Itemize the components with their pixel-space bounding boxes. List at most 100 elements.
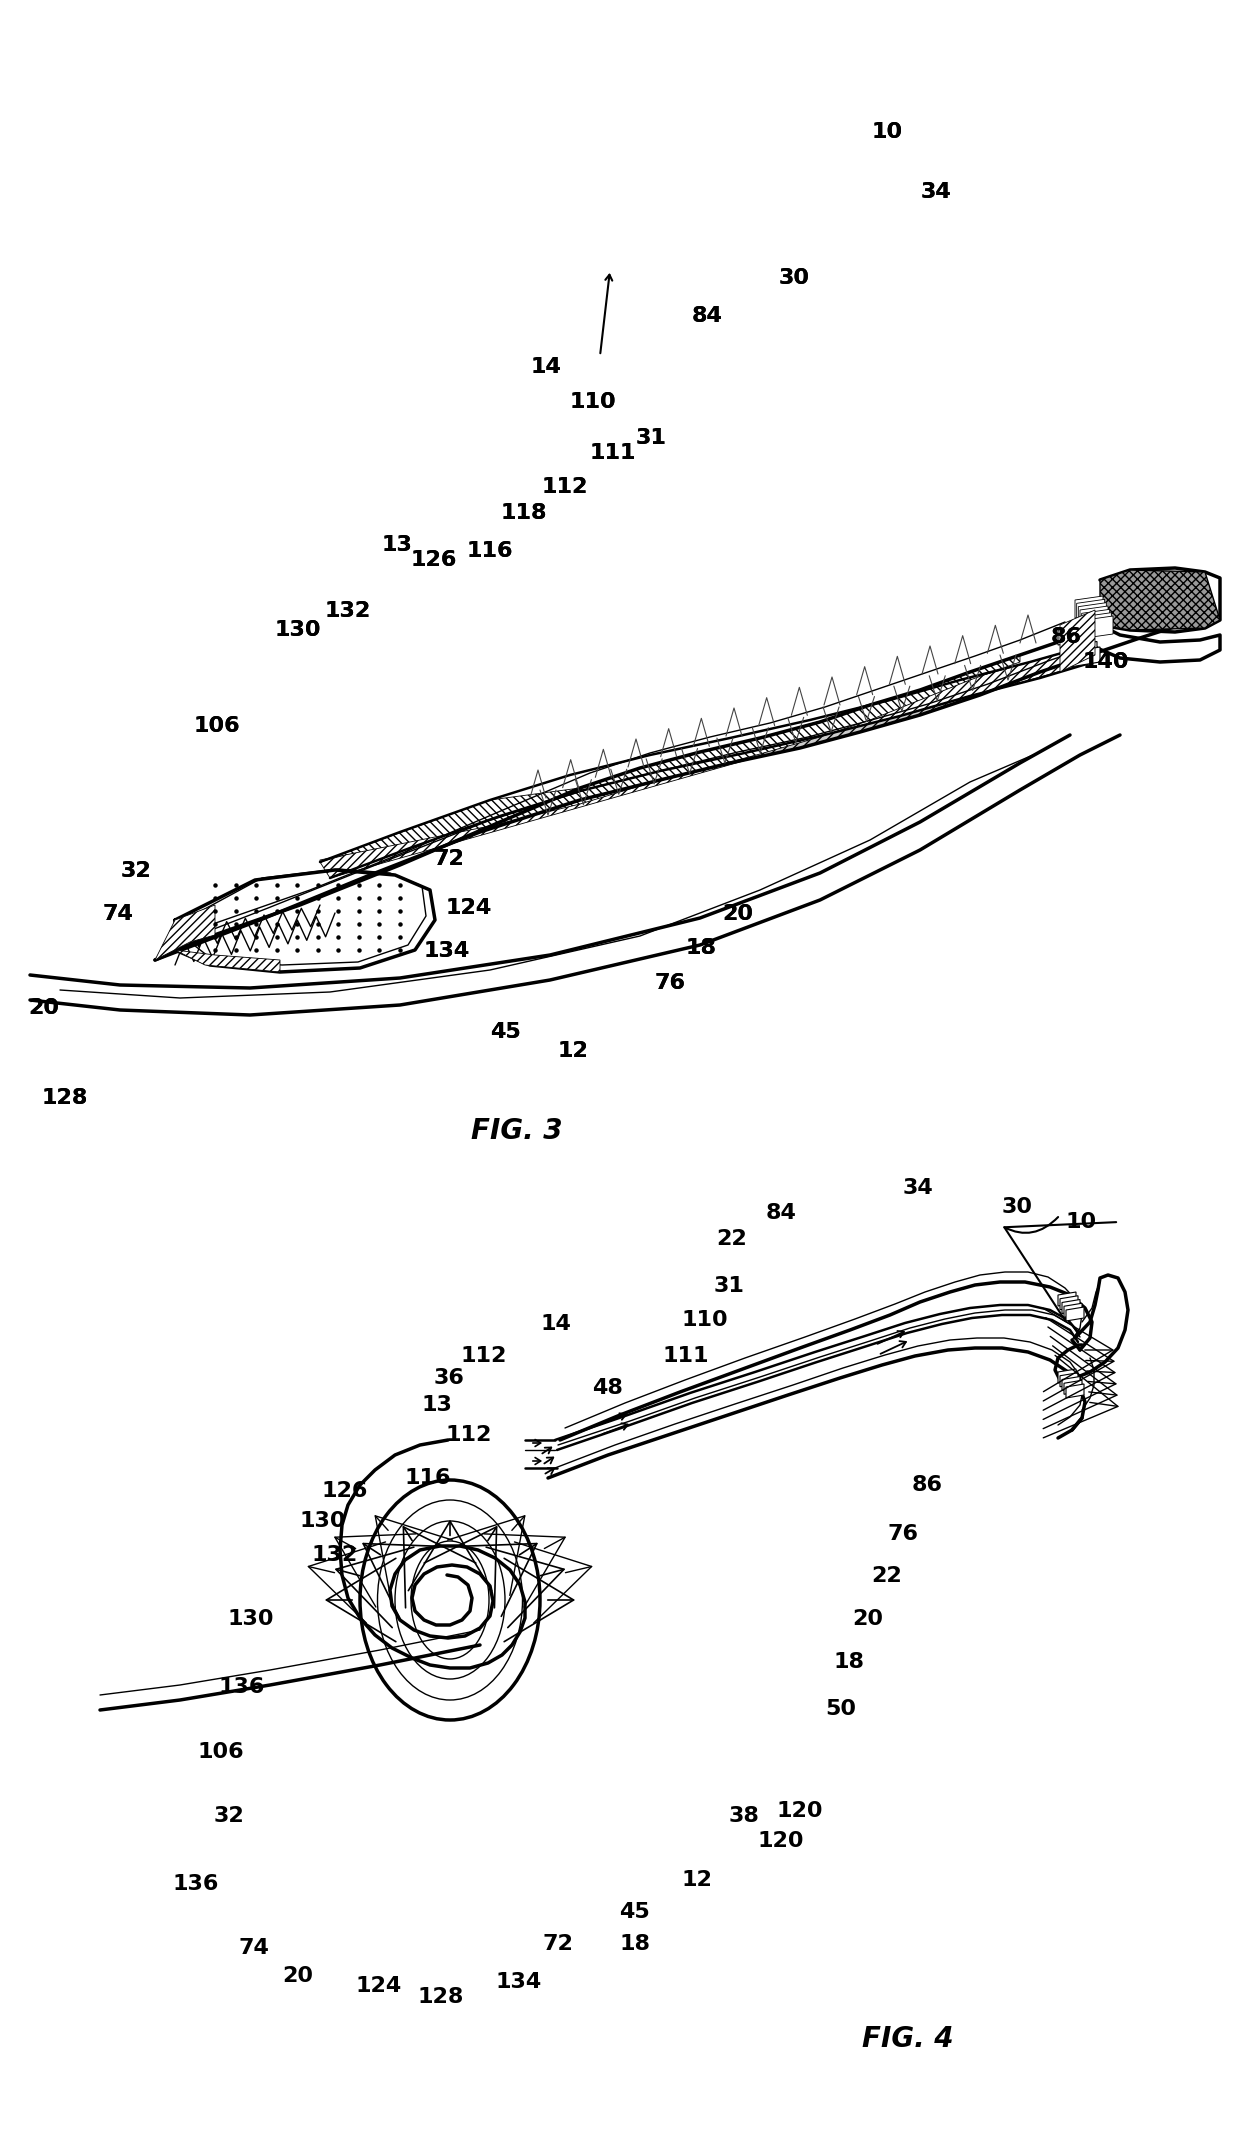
Text: 10: 10 [870,122,903,143]
Polygon shape [1061,1299,1080,1314]
Text: 22: 22 [717,1228,746,1250]
Text: 110: 110 [681,1309,728,1331]
Text: 38: 38 [729,1805,759,1826]
Text: 130: 130 [274,619,321,641]
Text: 10: 10 [870,122,903,143]
Text: 32: 32 [122,861,151,882]
Text: 74: 74 [239,1937,269,1959]
Polygon shape [1060,1297,1078,1309]
Text: 18: 18 [835,1651,866,1672]
Text: 106: 106 [193,716,241,737]
Text: 86: 86 [1052,626,1081,647]
Text: 18: 18 [684,938,715,959]
Text: 30: 30 [779,267,808,288]
Text: 128: 128 [417,1986,464,2008]
Text: 136: 136 [172,1873,219,1895]
Text: 31: 31 [714,1275,744,1297]
Text: 86: 86 [1052,626,1081,647]
Text: 14: 14 [531,357,560,378]
Text: 118: 118 [500,502,547,523]
Text: 86: 86 [911,1474,942,1495]
Text: 112: 112 [460,1346,507,1367]
Text: 31: 31 [636,427,666,449]
Text: 20: 20 [722,904,753,925]
Text: 128: 128 [41,1087,88,1109]
Text: 20: 20 [281,1965,312,1986]
Polygon shape [1058,1292,1076,1305]
Text: 34: 34 [921,182,951,203]
Text: 111: 111 [662,1346,709,1367]
Text: 48: 48 [593,1378,622,1399]
Text: 116: 116 [466,540,513,562]
Polygon shape [1061,1376,1080,1391]
Polygon shape [155,906,215,959]
Text: 106: 106 [193,716,241,737]
Text: 50: 50 [826,1698,856,1719]
Text: FIG. 4: FIG. 4 [862,2025,954,2053]
Polygon shape [1066,641,1097,662]
Text: 74: 74 [103,904,133,925]
Text: 12: 12 [682,1869,712,1890]
Polygon shape [1084,613,1111,634]
Text: 74: 74 [103,904,133,925]
Text: 84: 84 [766,1203,796,1224]
Text: 30: 30 [1002,1196,1032,1218]
Text: 134: 134 [423,940,470,961]
Text: 20: 20 [853,1608,883,1630]
Polygon shape [1080,607,1109,628]
Text: 118: 118 [500,502,547,523]
Polygon shape [1058,626,1087,645]
Text: 76: 76 [655,972,684,993]
Text: 126: 126 [410,549,458,570]
Text: 30: 30 [779,267,808,288]
Text: 84: 84 [692,305,722,327]
Text: 120: 120 [776,1801,823,1822]
Text: 130: 130 [227,1608,274,1630]
Polygon shape [1060,1373,1078,1386]
Polygon shape [320,645,1100,878]
Polygon shape [1064,1303,1083,1318]
Polygon shape [1064,637,1094,656]
Text: 134: 134 [495,1972,542,1993]
Text: 110: 110 [569,391,616,412]
Polygon shape [1070,647,1100,666]
Text: 20: 20 [722,904,753,925]
Text: 34: 34 [921,182,951,203]
Text: 72: 72 [434,848,464,869]
Text: 36: 36 [434,1367,464,1388]
Text: 14: 14 [531,357,560,378]
Text: 13: 13 [422,1395,451,1416]
Text: 140: 140 [1083,651,1130,673]
Text: 10: 10 [1065,1211,1097,1232]
Text: 116: 116 [466,540,513,562]
Text: 20: 20 [29,998,60,1019]
Polygon shape [1079,602,1106,624]
Text: 18: 18 [620,1933,650,1954]
Text: 110: 110 [569,391,616,412]
Text: 34: 34 [903,1177,932,1198]
Text: 45: 45 [491,1021,521,1042]
Polygon shape [1066,1384,1084,1397]
Text: 132: 132 [324,600,371,622]
Text: 130: 130 [274,619,321,641]
Text: 126: 126 [410,549,458,570]
Polygon shape [1066,1307,1084,1320]
Polygon shape [1076,600,1105,622]
Text: 112: 112 [541,476,588,498]
Polygon shape [1058,1369,1076,1382]
Text: 12: 12 [558,1040,588,1062]
Text: 136: 136 [218,1677,265,1698]
Text: 126: 126 [321,1480,368,1502]
Text: 18: 18 [684,938,715,959]
Text: 134: 134 [423,940,470,961]
Text: 111: 111 [589,442,636,464]
Text: 112: 112 [541,476,588,498]
Text: 140: 140 [1083,651,1130,673]
Polygon shape [320,656,1021,863]
Text: 20: 20 [29,998,60,1019]
Text: 22: 22 [872,1566,901,1587]
Text: 31: 31 [636,427,666,449]
Text: 120: 120 [758,1831,805,1852]
Text: 32: 32 [215,1805,244,1826]
Text: 132: 132 [324,600,371,622]
